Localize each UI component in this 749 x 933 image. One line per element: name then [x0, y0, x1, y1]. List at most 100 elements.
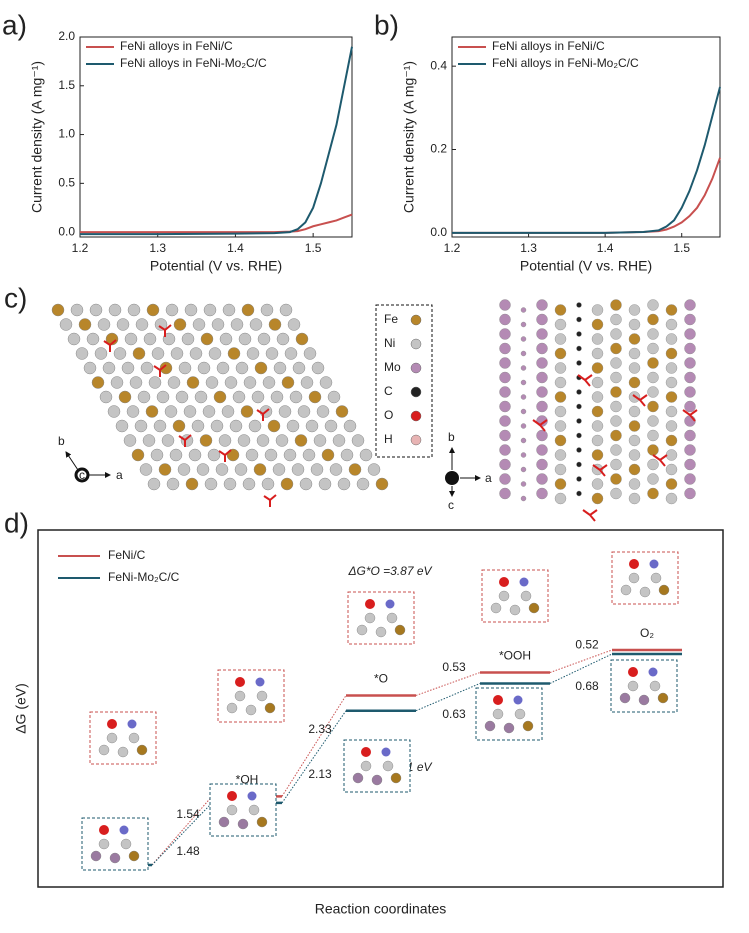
- atom: [177, 463, 191, 476]
- atom: [107, 719, 117, 729]
- atom: [554, 318, 567, 331]
- adsorbate: [682, 409, 698, 422]
- atom: [219, 332, 233, 346]
- y-tick-label: 1.5: [58, 78, 75, 92]
- atom: [292, 361, 306, 375]
- atom: [303, 347, 317, 360]
- panel-letter: b): [374, 9, 399, 40]
- atom: [591, 478, 604, 490]
- atom: [520, 481, 527, 487]
- atom: [207, 448, 221, 462]
- atom: [610, 429, 622, 442]
- atom: [170, 347, 184, 360]
- atom: [340, 448, 354, 462]
- connector: [151, 802, 213, 866]
- adsorbate: [632, 394, 648, 407]
- axis-label: b: [58, 434, 65, 448]
- adsorbate: [158, 324, 172, 337]
- atom: [647, 328, 659, 340]
- atom: [628, 304, 641, 316]
- atom: [493, 695, 503, 705]
- atom: [591, 333, 604, 345]
- atom: [267, 419, 281, 433]
- atom: [536, 371, 548, 384]
- atom: [628, 572, 640, 584]
- atom: [128, 732, 140, 744]
- atom: [649, 680, 661, 692]
- atom: [151, 347, 165, 360]
- x-tick-label: 1.5: [673, 241, 690, 255]
- atom: [154, 318, 168, 331]
- y-axis-title: Current density (A mg⁻¹): [401, 61, 417, 213]
- atom: [270, 390, 284, 404]
- state-label: *O: [374, 672, 388, 686]
- atom: [222, 303, 236, 317]
- atom: [647, 473, 659, 485]
- atom: [137, 390, 151, 404]
- atom: [235, 677, 245, 687]
- atom: [226, 804, 238, 816]
- plot-frame: [37, 529, 724, 888]
- atom: [684, 473, 696, 485]
- atom: [166, 477, 180, 491]
- atom: [684, 458, 696, 471]
- atom: [256, 434, 270, 447]
- atom: [647, 487, 659, 500]
- atom: [102, 361, 116, 375]
- atom: [610, 444, 622, 456]
- atom: [591, 405, 604, 418]
- atom: [305, 419, 319, 433]
- atom: [120, 838, 132, 850]
- atom: [175, 390, 189, 404]
- atom: [215, 463, 229, 476]
- atom: [279, 303, 293, 317]
- atom: [143, 332, 157, 346]
- atom: [265, 347, 279, 360]
- atom: [499, 357, 511, 369]
- x-tick-label: 1.5: [305, 241, 322, 255]
- legend-atom: [410, 434, 422, 446]
- atom: [647, 415, 659, 427]
- atom: [283, 448, 297, 462]
- atom: [313, 434, 327, 447]
- atom: [499, 577, 509, 587]
- adsorbate: [263, 494, 277, 507]
- atom: [131, 448, 145, 462]
- atom: [98, 744, 110, 756]
- y-tick-label: 1.0: [58, 127, 75, 141]
- atom: [260, 303, 274, 317]
- atom: [536, 429, 548, 442]
- atom: [118, 390, 132, 404]
- atom: [610, 473, 622, 485]
- legend-atom: [410, 362, 422, 374]
- atom: [192, 318, 206, 331]
- atom: [390, 772, 402, 784]
- atom: [234, 690, 246, 702]
- data-line: [452, 157, 721, 234]
- atom: [520, 495, 527, 502]
- legend-label: FeNi-Mo₂C/C: [108, 570, 180, 584]
- atom: [513, 695, 523, 705]
- atom: [610, 371, 622, 384]
- atom: [520, 365, 527, 371]
- atom: [649, 559, 659, 569]
- connector: [415, 672, 481, 696]
- atom: [628, 492, 641, 505]
- atom: [189, 347, 203, 360]
- legend-label: FeNi alloys in FeNi-Mo₂C/C: [120, 56, 267, 70]
- atom: [203, 303, 217, 317]
- atom: [126, 405, 140, 418]
- step-label: 0.63: [442, 707, 466, 721]
- atom: [591, 347, 604, 360]
- atom: [321, 448, 335, 462]
- atom: [294, 434, 308, 447]
- legend-label: FeNi alloys in FeNi/C: [120, 39, 233, 53]
- atom: [628, 463, 641, 476]
- atom: [520, 350, 527, 357]
- adsorbate: [582, 509, 598, 522]
- atom: [665, 463, 678, 476]
- atom: [287, 318, 301, 331]
- atom: [158, 463, 172, 476]
- atom: [139, 463, 153, 476]
- atom: [591, 391, 604, 403]
